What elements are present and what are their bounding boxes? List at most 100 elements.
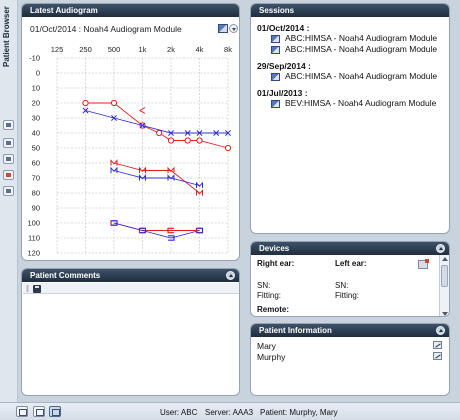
audiogram-point-bone-bracket	[196, 227, 204, 234]
status-user: User: ABC	[160, 408, 198, 417]
audiogram-chart: 125 250 500 1k 2k 4k 8k -10 0 10 20 30 40 50 60 70 80 90 1…	[27, 45, 232, 258]
session-icon[interactable]	[3, 138, 14, 148]
layout-grid-icon[interactable]	[49, 406, 61, 417]
session-dropdown-button[interactable]	[229, 24, 238, 33]
y-tick-label: -10	[29, 54, 40, 63]
status-server: Server: AAA3	[205, 408, 254, 417]
audiogram-point-cross	[196, 130, 203, 136]
y-tick-label: 0	[36, 69, 40, 78]
x-tick-label: 4k	[196, 45, 204, 54]
patient-browser-label[interactable]: Patient Browser	[2, 6, 11, 67]
session-entry[interactable]: ABC:HIMSA - Noah4 Audiogram Module	[271, 33, 447, 44]
devices-header: Devices	[251, 242, 449, 255]
x-tick-label: 1k	[139, 45, 147, 54]
x-tick-label: 125	[51, 45, 64, 54]
audiogram-module-icon	[271, 46, 280, 54]
audiogram-module-icon	[218, 24, 228, 33]
right-sn-label: SN:	[257, 281, 271, 290]
session-group: 01/Jul/2013 : BEV:HIMSA - Noah4 Audiogra…	[257, 88, 447, 109]
patient-last-name: Murphy	[257, 352, 286, 362]
audiogram-point-cross	[168, 130, 174, 136]
patient-comments-title: Patient Comments	[30, 271, 101, 280]
audiogram-point-masked	[167, 166, 175, 174]
y-tick-label: 70	[32, 174, 40, 183]
y-tick-label: 30	[32, 114, 40, 123]
audiogram-point-circle	[82, 99, 89, 107]
edit-icon[interactable]	[433, 341, 442, 349]
audiogram-point-circle	[110, 99, 118, 107]
device-edit-icon[interactable]	[418, 259, 429, 269]
audiogram-point-bracket	[139, 107, 146, 114]
audiogram-point-cross	[184, 130, 191, 136]
layout-list-icon[interactable]	[33, 406, 45, 417]
y-tick-label: 100	[27, 219, 40, 228]
audiogram-series-line	[85, 110, 228, 134]
audiogram-point-masked	[196, 189, 203, 196]
session-entry-label: ABC:HIMSA - Noah4 Audiogram Module	[285, 71, 438, 81]
session-date: 29/Sep/2014 :	[257, 61, 311, 71]
status-bar: User: ABC Server: AAA3 Patient: Murphy, …	[0, 402, 460, 420]
audiogram-point-masked	[110, 166, 118, 174]
scroll-down-icon[interactable]	[442, 312, 448, 316]
y-tick-label: 80	[32, 189, 40, 198]
latest-audiogram-title: Latest Audiogram	[30, 6, 98, 15]
layout-split-icon[interactable]	[16, 406, 28, 417]
devices-collapse-button[interactable]	[436, 244, 445, 253]
left-ear-label: Left ear:	[335, 259, 367, 268]
status-patient: Patient: Murphy, Mary	[260, 408, 338, 417]
x-tick-label: 500	[108, 45, 121, 54]
x-tick-label: 250	[79, 45, 92, 54]
toolbar-grip-icon	[26, 285, 29, 292]
session-entry[interactable]: ABC:HIMSA - Noah4 Audiogram Module	[271, 44, 447, 55]
y-tick-label: 10	[32, 84, 40, 93]
y-tick-label: 40	[32, 129, 40, 138]
scroll-thumb[interactable]	[441, 265, 448, 287]
patient-information-header: Patient Information	[251, 324, 449, 337]
audiogram-module-icon	[271, 35, 280, 43]
session-date: 01/Oct/2014 :	[257, 23, 310, 33]
right-ear-label: Right ear:	[257, 259, 295, 268]
audiogram-point-masked	[139, 174, 146, 181]
device-icon[interactable]	[3, 154, 14, 164]
audiogram-session-selector[interactable]: 01/Oct/2014 : Noah4 Audiogram Module	[30, 24, 182, 34]
session-entry[interactable]: BEV:HIMSA - Noah4 Audiogram Module	[271, 98, 447, 109]
audiogram-point-circle	[184, 137, 191, 144]
audiogram-point-masked	[167, 174, 175, 181]
audiogram-point-masked	[196, 181, 203, 189]
remote-label: Remote:	[257, 305, 290, 314]
audiogram-point-circle	[224, 144, 232, 152]
left-sn-label: SN:	[335, 281, 349, 290]
audiogram-series-line	[113, 170, 200, 186]
audiogram-point-cross	[111, 115, 117, 121]
sessions-panel: Sessions 01/Oct/2014 : ABC:HIMSA - Noah4…	[250, 3, 450, 234]
y-tick-label: 110	[28, 234, 40, 243]
report-icon[interactable]	[3, 186, 14, 196]
audiogram-point-masked	[139, 166, 146, 174]
audiogram-module-icon	[271, 100, 280, 108]
session-entry[interactable]: ABC:HIMSA - Noah4 Audiogram Module	[271, 71, 447, 82]
audiogram-point-bone-bracket	[111, 220, 118, 226]
comments-collapse-button[interactable]	[226, 271, 235, 280]
y-tick-label: 20	[32, 99, 40, 108]
save-icon[interactable]	[33, 285, 41, 293]
patient-browser-bar: Patient Browser	[0, 0, 18, 402]
audiogram-point-circle	[156, 129, 163, 137]
edit-icon[interactable]	[433, 352, 442, 360]
devices-body: Right ear: Left ear: SN: SN: Fitting: Fi…	[251, 255, 439, 316]
patient-first-name: Mary	[257, 341, 276, 351]
devices-scrollbar[interactable]	[439, 255, 449, 316]
devices-title: Devices	[259, 244, 290, 253]
patient-icon[interactable]	[3, 120, 14, 130]
audiogram-point-cross	[82, 107, 89, 114]
audiogram-module-icon	[271, 73, 280, 81]
y-tick-label: 120	[27, 249, 40, 258]
latest-audiogram-header: Latest Audiogram	[22, 4, 239, 17]
session-entry-label: BEV:HIMSA - Noah4 Audiogram Module	[285, 98, 437, 108]
patient-information-title: Patient Information	[259, 326, 332, 335]
fitting-icon[interactable]	[3, 170, 14, 180]
session-group: 29/Sep/2014 : ABC:HIMSA - Noah4 Audiogra…	[257, 61, 447, 82]
audiogram-series-line	[113, 222, 200, 239]
scroll-up-icon[interactable]	[442, 257, 448, 261]
patient-info-collapse-button[interactable]	[436, 326, 445, 335]
session-entry-label: ABC:HIMSA - Noah4 Audiogram Module	[285, 44, 438, 54]
